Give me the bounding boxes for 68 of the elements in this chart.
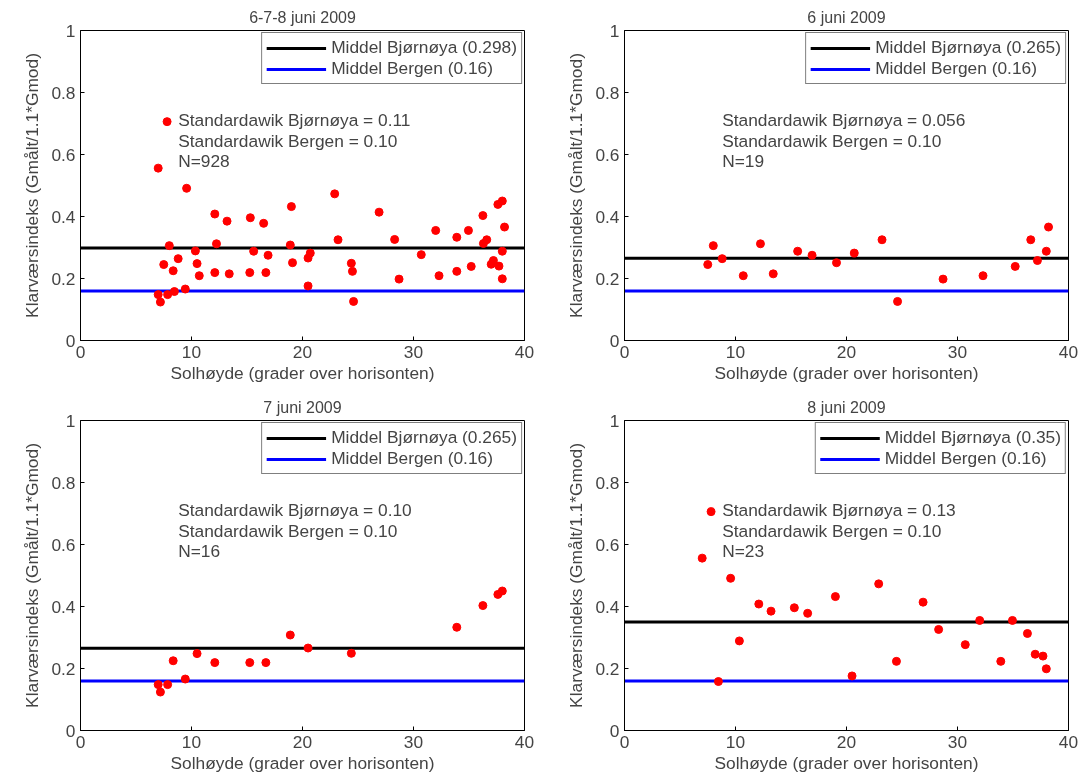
y-tick-label: 0.4 [51, 596, 76, 617]
legend-label: Middel Bjørnøya (0.265) [875, 37, 1061, 58]
x-tick-label: 30 [403, 731, 424, 752]
annotation: Standardawik Bergen = 0.10 [178, 520, 398, 541]
x-axis-title: Solhøyde (grader over horisonten) [170, 362, 435, 383]
chart-title: 6 juni 2009 [807, 8, 886, 26]
x-tick-label: 30 [403, 341, 424, 362]
x-tick-label: 10 [725, 341, 746, 362]
annotation: Standardawik Bjørnøya = 0.056 [722, 110, 966, 131]
x-tick-label: 20 [292, 341, 313, 362]
y-tick-label: 1 [609, 410, 620, 431]
y-tick-label: 0.8 [595, 472, 620, 493]
x-tick-label: 10 [725, 731, 746, 752]
y-axis-title: Klarværsindeks (Gmålt/1.1*Gmod) [566, 53, 587, 318]
y-tick-label: 0.2 [51, 658, 76, 679]
x-tick-label: 30 [947, 731, 968, 752]
legend-label: Middel Bergen (0.16) [331, 448, 493, 469]
y-tick-label: 0.6 [51, 144, 76, 165]
x-axis-title: Solhøyde (grader over horisonten) [714, 752, 979, 773]
annotation: N=928 [178, 150, 230, 171]
x-tick-label: 40 [514, 731, 535, 752]
x-tick-label: 10 [181, 341, 202, 362]
annotation: Standardawik Bergen = 0.10 [722, 130, 942, 151]
x-tick-label: 30 [947, 341, 968, 362]
x-tick-label: 20 [292, 731, 313, 752]
x-tick-label: 10 [181, 731, 202, 752]
y-tick-label: 1 [609, 20, 620, 41]
chart-title: 8 juni 2009 [807, 398, 886, 416]
y-tick-label: 0.6 [51, 534, 76, 555]
y-tick-label: 0.6 [595, 144, 620, 165]
y-tick-label: 0.4 [595, 206, 620, 227]
y-tick-label: 0.2 [51, 268, 76, 289]
y-axis-title: Klarværsindeks (Gmålt/1.1*Gmod) [22, 53, 43, 318]
legend-label: Middel Bergen (0.16) [875, 58, 1037, 79]
annotation: N=23 [722, 540, 765, 561]
x-axis-title: Solhøyde (grader over horisonten) [170, 752, 435, 773]
annotation: Standardawik Bjørnøya = 0.13 [722, 500, 956, 521]
y-tick-label: 0.2 [595, 268, 620, 289]
annotation: N=19 [722, 150, 765, 171]
y-tick-label: 0.8 [51, 82, 76, 103]
x-tick-label: 40 [514, 341, 535, 362]
annotation: Standardawik Bergen = 0.10 [178, 130, 398, 151]
y-tick-label: 1 [65, 20, 76, 41]
y-axis-title: Klarværsindeks (Gmålt/1.1*Gmod) [22, 443, 43, 708]
chart-title: 7 juni 2009 [263, 398, 342, 416]
x-tick-label: 40 [1058, 341, 1079, 362]
legend-label: Middel Bjørnøya (0.298) [331, 37, 517, 58]
legend-label: Middel Bjørnøya (0.265) [331, 427, 517, 448]
chart-title: 6-7-8 juni 2009 [249, 8, 356, 26]
y-tick-label: 0.2 [595, 658, 620, 679]
annotation: Standardawik Bergen = 0.10 [722, 520, 942, 541]
y-tick-label: 1 [65, 410, 76, 431]
annotation: Standardawik Bjørnøya = 0.10 [178, 500, 412, 521]
annotation: N=16 [178, 540, 221, 561]
x-tick-label: 40 [1058, 731, 1079, 752]
legend-label: Middel Bergen (0.16) [884, 448, 1047, 469]
y-tick-label: 0.4 [51, 206, 76, 227]
x-tick-label: 20 [836, 341, 857, 362]
y-tick-label: 0.8 [595, 82, 620, 103]
y-tick-label: 0.4 [595, 596, 620, 617]
legend-label: Middel Bergen (0.16) [331, 58, 493, 79]
y-tick-label: 0.8 [51, 472, 76, 493]
x-axis-title: Solhøyde (grader over horisonten) [714, 362, 979, 383]
x-tick-label: 20 [836, 731, 857, 752]
annotation: Standardawik Bjørnøya = 0.11 [178, 110, 411, 131]
y-axis-title: Klarværsindeks (Gmålt/1.1*Gmod) [566, 443, 587, 708]
legend-label: Middel Bjørnøya (0.35) [884, 427, 1061, 448]
y-tick-label: 0.6 [595, 534, 620, 555]
